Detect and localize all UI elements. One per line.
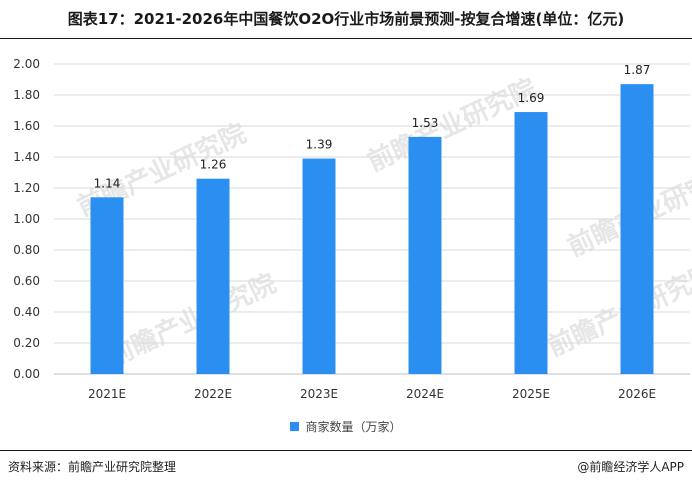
- legend-swatch: [290, 422, 300, 431]
- data-label: 1.69: [518, 91, 545, 105]
- x-tick-label: 2021E: [88, 387, 126, 401]
- x-tick-label: 2024E: [406, 387, 444, 401]
- title-divider: [0, 38, 692, 39]
- y-tick-label: 0.40: [13, 305, 40, 319]
- legend-label: 商家数量（万家）: [305, 420, 402, 434]
- data-label: 1.87: [624, 63, 651, 77]
- x-tick-label: 2026E: [618, 387, 656, 401]
- bar: [408, 136, 442, 374]
- legend: 商家数量（万家）: [0, 418, 692, 435]
- chart-title: 图表17：2021-2026年中国餐饮O2O行业市场前景预测-按复合增速(单位：…: [67, 10, 625, 28]
- y-tick-label: 0.80: [13, 243, 40, 257]
- y-tick-label: 1.20: [13, 181, 40, 195]
- x-tick-label: 2022E: [194, 387, 232, 401]
- x-tick-label: 2023E: [300, 387, 338, 401]
- brand-credit: @前瞻经济学人APP: [577, 460, 684, 474]
- y-tick-label: 1.40: [13, 150, 40, 164]
- bar: [90, 197, 124, 374]
- y-tick-label: 0.20: [13, 336, 40, 350]
- bar: [196, 178, 230, 374]
- y-tick-label: 1.60: [13, 119, 40, 133]
- bar: [302, 158, 336, 374]
- y-tick-label: 1.80: [13, 88, 40, 102]
- y-tick-label: 0.60: [13, 274, 40, 288]
- data-label: 1.53: [412, 116, 439, 130]
- bar: [620, 84, 654, 375]
- footer-divider: [0, 450, 692, 451]
- source-note: 资料来源：前瞻产业研究院整理: [8, 460, 177, 474]
- y-tick-label: 2.00: [13, 57, 40, 71]
- x-tick-label: 2025E: [512, 387, 550, 401]
- data-label: 1.39: [306, 138, 333, 152]
- bar-chart: 0.00 0.20 0.40 0.60 0.80 1.00 1.20 1.40 1.60 1.80…: [13, 57, 690, 401]
- y-tick-label: 1.00: [13, 212, 40, 226]
- data-label: 1.14: [94, 176, 121, 190]
- data-label: 1.26: [200, 158, 227, 172]
- y-tick-label: 0.00: [13, 367, 40, 381]
- bar: [514, 112, 548, 375]
